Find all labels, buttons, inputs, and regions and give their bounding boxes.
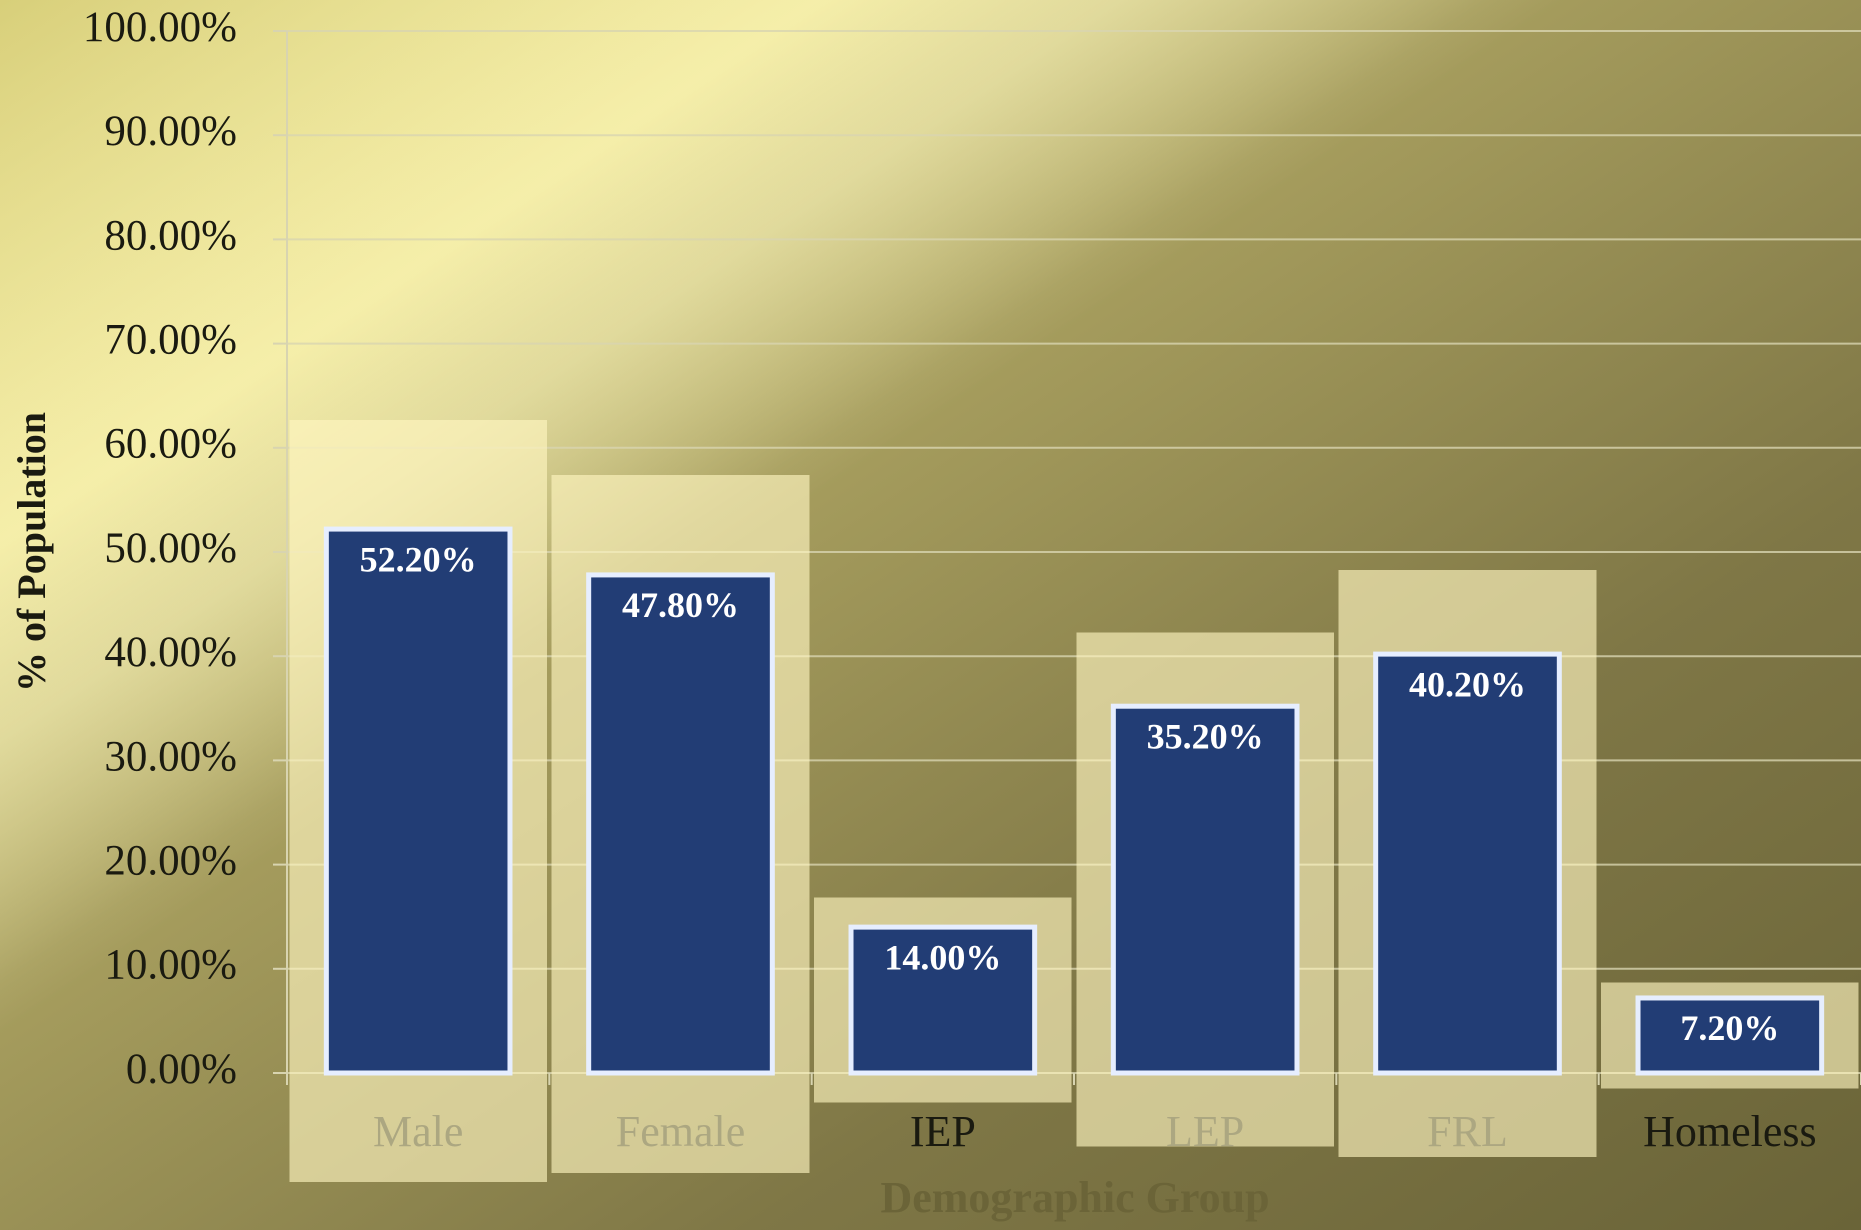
y-tick-label: 30.00% xyxy=(104,733,237,780)
data-label: 40.20% xyxy=(1409,664,1526,704)
y-tick-label: 20.00% xyxy=(104,837,237,884)
y-tick-label: 50.00% xyxy=(104,525,237,572)
y-tick-label: 10.00% xyxy=(104,942,237,989)
data-label: 14.00% xyxy=(884,937,1001,977)
y-tick-label: 0.00% xyxy=(126,1046,237,1093)
x-tick-label: FRL xyxy=(1427,1107,1508,1156)
x-tick-label: IEP xyxy=(910,1107,976,1156)
data-label: 52.20% xyxy=(360,539,477,579)
bar xyxy=(1635,995,1825,1076)
bar xyxy=(1373,651,1562,1076)
x-tick-label: Female xyxy=(616,1107,746,1156)
bar xyxy=(1110,703,1300,1076)
y-tick-label: 90.00% xyxy=(104,108,237,155)
y-tick-label: 100.00% xyxy=(83,4,237,51)
y-tick-label: 70.00% xyxy=(104,316,237,363)
x-tick-label: Homeless xyxy=(1643,1107,1817,1156)
x-tick-label: LEP xyxy=(1166,1107,1244,1156)
data-label: 7.20% xyxy=(1680,1008,1779,1048)
bar xyxy=(586,572,775,1076)
x-axis-title: Demographic Group xyxy=(880,1173,1269,1222)
y-axis-title: % of Population xyxy=(9,412,54,692)
bar xyxy=(848,924,1038,1076)
data-label: 47.80% xyxy=(622,585,739,625)
bar xyxy=(323,526,513,1076)
x-tick-label: Male xyxy=(373,1107,463,1156)
y-tick-label: 60.00% xyxy=(104,421,237,468)
y-tick-label: 80.00% xyxy=(104,212,237,259)
data-label: 35.20% xyxy=(1147,716,1264,756)
y-tick-label: 40.00% xyxy=(104,629,237,676)
